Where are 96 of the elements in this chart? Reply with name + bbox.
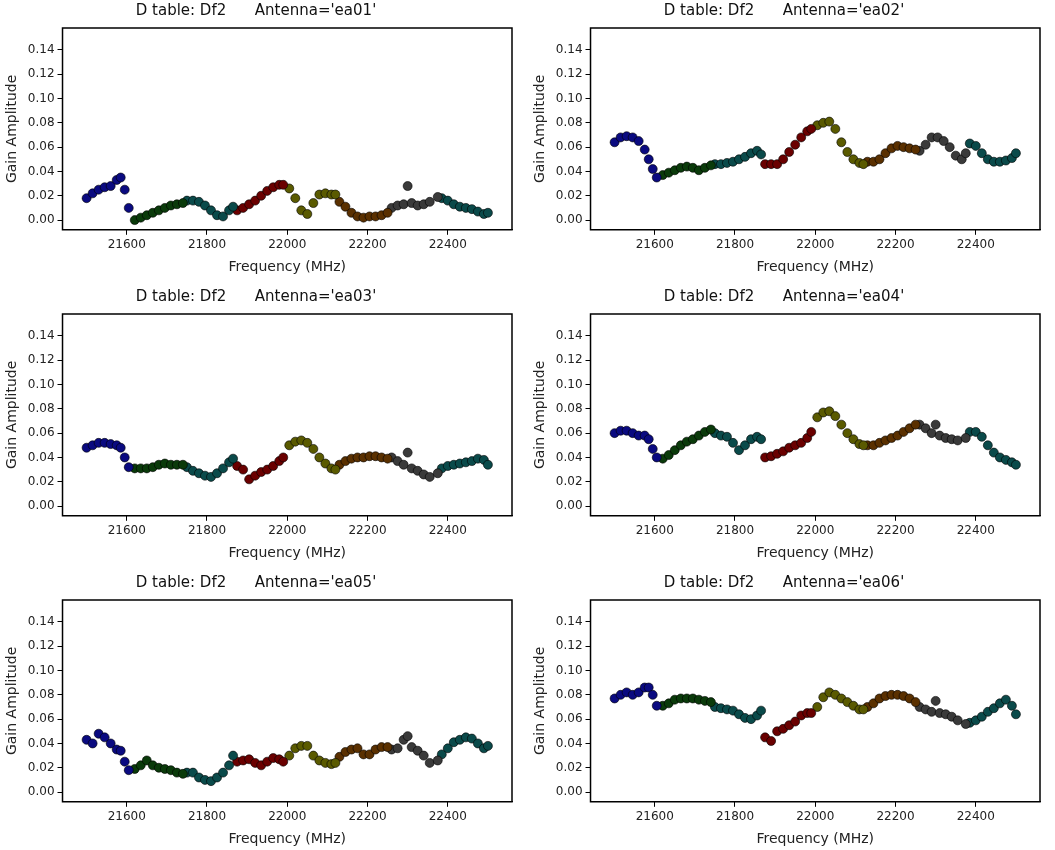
y-tick-label: 0.00	[555, 784, 583, 799]
y-axis-title: Gain Amplitude	[531, 360, 548, 470]
x-tick-label: 21800	[187, 237, 227, 252]
x-tick-label: 22400	[956, 523, 995, 538]
x-tick-label: 21600	[107, 809, 146, 824]
x-axis-title: Frequency (MHz)	[228, 258, 347, 275]
y-tick-label: 0.08	[555, 114, 583, 129]
y-tick-label: 0.04	[555, 735, 583, 750]
x-tick-label: 21800	[715, 237, 755, 252]
x-axis-title: Frequency (MHz)	[756, 830, 875, 847]
x-tick-label: 21800	[187, 523, 227, 538]
x-tick-label: 22400	[428, 237, 467, 252]
x-tick-label: 22400	[428, 809, 467, 824]
y-tick-label: 0.00	[27, 498, 55, 513]
y-tick-label: 0.12	[555, 638, 583, 653]
y-tick-label: 0.04	[555, 163, 583, 178]
x-axis-title: Frequency (MHz)	[756, 258, 875, 275]
y-tick-label: 0.06	[555, 711, 583, 726]
x-axis-title: Frequency (MHz)	[228, 544, 347, 561]
y-tick-label: 0.06	[27, 139, 55, 154]
x-tick-label: 21600	[107, 237, 146, 252]
y-tick-label: 0.02	[555, 759, 583, 774]
x-tick-label: 22200	[348, 523, 387, 538]
x-tick-label: 22000	[268, 809, 307, 824]
y-tick-label: 0.14	[27, 328, 55, 343]
y-tick-label: 0.08	[555, 400, 583, 415]
y-tick-label: 0.04	[27, 735, 55, 750]
y-tick-label: 0.10	[555, 90, 583, 105]
x-tick-label: 21600	[635, 237, 674, 252]
x-tick-label: 22000	[796, 237, 835, 252]
x-tick-label: 22000	[268, 237, 307, 252]
y-tick-label: 0.12	[27, 66, 55, 81]
y-tick-label: 0.10	[555, 662, 583, 677]
y-axis-title: Gain Amplitude	[3, 646, 20, 756]
y-tick-label: 0.04	[555, 449, 583, 464]
x-tick-label: 21800	[715, 523, 755, 538]
y-axis-title: Gain Amplitude	[3, 74, 20, 184]
x-tick-label: 22200	[876, 523, 915, 538]
chart-title: D table: Df2 Antenna='ea02'	[663, 0, 905, 19]
y-tick-label: 0.08	[27, 400, 55, 415]
x-tick-label: 22400	[428, 523, 467, 538]
y-tick-label: 0.02	[555, 473, 583, 488]
x-tick-label: 22400	[956, 809, 995, 824]
x-tick-label: 22200	[348, 809, 387, 824]
x-tick-label: 22200	[876, 809, 915, 824]
chart-title: D table: Df2 Antenna='ea05'	[135, 572, 377, 591]
y-tick-label: 0.06	[27, 425, 55, 440]
y-tick-label: 0.02	[27, 473, 55, 488]
y-tick-label: 0.06	[555, 425, 583, 440]
y-tick-label: 0.08	[27, 686, 55, 701]
y-axis-title: Gain Amplitude	[531, 74, 548, 184]
y-tick-label: 0.06	[555, 139, 583, 154]
x-tick-label: 21800	[715, 809, 755, 824]
x-tick-label: 21600	[635, 523, 674, 538]
y-tick-label: 0.14	[555, 328, 583, 343]
x-tick-label: 21600	[107, 523, 146, 538]
chart-title: D table: Df2 Antenna='ea01'	[135, 0, 377, 19]
y-tick-label: 0.04	[27, 449, 55, 464]
x-tick-label: 22400	[956, 237, 995, 252]
y-axis-title: Gain Amplitude	[531, 646, 548, 756]
y-tick-label: 0.10	[27, 662, 55, 677]
y-tick-label: 0.12	[27, 352, 55, 367]
x-axis-title: Frequency (MHz)	[756, 544, 875, 561]
y-tick-label: 0.12	[555, 352, 583, 367]
chart-title: D table: Df2 Antenna='ea04'	[663, 286, 905, 305]
x-tick-label: 22200	[348, 237, 387, 252]
y-tick-label: 0.14	[27, 614, 55, 629]
y-tick-label: 0.00	[555, 212, 583, 227]
y-tick-label: 0.10	[27, 376, 55, 391]
chart-title: D table: Df2 Antenna='ea03'	[135, 286, 377, 305]
x-tick-label: 22200	[876, 237, 915, 252]
y-tick-label: 0.14	[555, 614, 583, 629]
y-tick-label: 0.14	[27, 42, 55, 57]
y-tick-label: 0.08	[27, 114, 55, 129]
x-tick-label: 22000	[796, 809, 835, 824]
y-tick-label: 0.10	[555, 376, 583, 391]
y-tick-label: 0.00	[555, 498, 583, 513]
y-tick-label: 0.04	[27, 163, 55, 178]
y-tick-label: 0.10	[27, 90, 55, 105]
x-tick-label: 21800	[187, 809, 227, 824]
y-tick-label: 0.02	[555, 187, 583, 202]
x-tick-label: 22000	[268, 523, 307, 538]
y-tick-label: 0.06	[27, 711, 55, 726]
x-tick-label: 22000	[796, 523, 835, 538]
y-tick-label: 0.12	[555, 66, 583, 81]
y-tick-label: 0.12	[27, 638, 55, 653]
y-tick-label: 0.14	[555, 42, 583, 57]
y-tick-label: 0.00	[27, 212, 55, 227]
x-axis-title: Frequency (MHz)	[228, 830, 347, 847]
x-tick-label: 21600	[635, 809, 674, 824]
y-tick-label: 0.02	[27, 187, 55, 202]
chart-title: D table: Df2 Antenna='ea06'	[663, 572, 905, 591]
y-axis-title: Gain Amplitude	[3, 360, 20, 470]
y-tick-label: 0.02	[27, 759, 55, 774]
y-tick-label: 0.08	[555, 686, 583, 701]
y-tick-label: 0.00	[27, 784, 55, 799]
